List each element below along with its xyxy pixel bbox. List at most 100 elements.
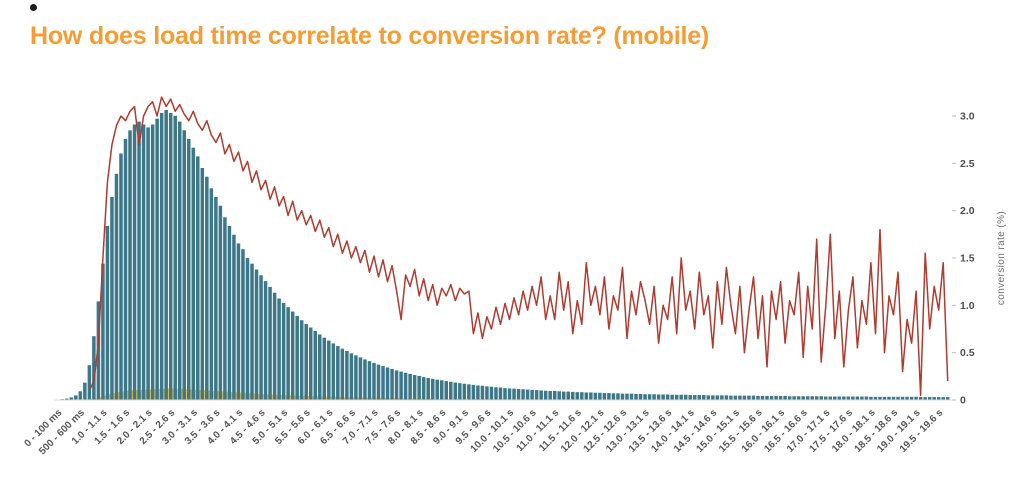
histogram-bar [327, 340, 331, 400]
y-tick-label: 2.5 [960, 158, 975, 170]
histogram-bar [521, 389, 525, 400]
histogram-bar [747, 395, 751, 400]
histogram-bar [119, 153, 123, 400]
page-title: How does load time correlate to conversi… [30, 22, 710, 50]
histogram-bar [814, 396, 819, 400]
histogram-bar [711, 395, 715, 400]
histogram-bar [354, 355, 358, 400]
histogram-bar [503, 388, 507, 400]
histogram-bar [150, 124, 155, 400]
histogram-bar [557, 391, 561, 400]
histogram-bar [729, 395, 733, 400]
histogram-bar [525, 389, 530, 400]
y-tick-label: 3.0 [960, 111, 975, 123]
histogram-bar [869, 396, 873, 400]
histogram-bar [394, 370, 399, 400]
histogram-bar [340, 348, 345, 400]
histogram-bar [571, 391, 575, 400]
histogram-bar [891, 396, 896, 400]
histogram-bar [489, 386, 494, 400]
histogram-bar [390, 368, 394, 400]
histogram-bar [909, 396, 914, 400]
histogram-bar [882, 396, 887, 400]
histogram-bar [805, 396, 810, 400]
histogram-bar [801, 396, 805, 400]
histogram-bar [796, 396, 801, 400]
histogram-bar [191, 147, 196, 400]
histogram-bar [471, 384, 476, 400]
histogram-bar [769, 395, 774, 400]
histogram-bar [733, 395, 738, 400]
histogram-bar [778, 395, 783, 400]
conversion-rate-path [88, 96, 949, 397]
histogram-bar [227, 226, 232, 400]
histogram-bar [765, 395, 769, 400]
histogram-bar [458, 383, 462, 400]
histogram-bar [842, 396, 846, 400]
histogram-bar [846, 396, 851, 400]
histogram-bar [250, 263, 254, 400]
histogram-bar [164, 110, 168, 400]
histogram-bar [643, 394, 647, 400]
histogram-bar [534, 390, 539, 400]
histogram-bar [367, 361, 372, 400]
histogram-bar [828, 396, 833, 400]
histogram-bar [173, 115, 177, 401]
histogram-bar [241, 249, 245, 400]
histogram-bar [661, 394, 665, 400]
histogram-bar [760, 395, 765, 400]
histogram-bar [295, 315, 299, 400]
histogram-bar [272, 292, 277, 400]
histogram-bar [905, 396, 909, 400]
histogram-bar [674, 394, 679, 400]
histogram-bar [259, 275, 263, 400]
histogram-bar [245, 257, 250, 400]
histogram-bar [128, 130, 132, 401]
histogram-bar [476, 385, 480, 400]
histogram-bar [449, 381, 453, 400]
histogram-bar [742, 395, 747, 400]
histogram-bar [860, 396, 864, 400]
histogram-bar [345, 350, 349, 400]
histogram-bar [923, 397, 927, 400]
histogram-bar [611, 393, 616, 400]
histogram-bar [485, 386, 489, 400]
histogram-bar [566, 391, 571, 400]
y-tick-label: 0 [960, 395, 966, 407]
histogram-bar [715, 395, 720, 400]
histogram-bar [927, 397, 932, 400]
histogram-bar [593, 392, 598, 400]
histogram-bar [376, 364, 381, 400]
histogram-bar [146, 127, 150, 401]
right-axis-title: conversion rate (%) [996, 211, 1007, 305]
histogram-bar [543, 390, 548, 400]
histogram-bar [399, 371, 403, 400]
histogram-bar [620, 393, 625, 400]
histogram-bar [756, 395, 760, 400]
histogram-bar [281, 302, 286, 400]
histogram-bar [232, 234, 236, 400]
histogram-bar [683, 394, 688, 400]
histogram-bar [851, 396, 855, 400]
histogram-bar [530, 389, 534, 400]
histogram-bar [105, 226, 110, 400]
histogram-bar [498, 387, 503, 400]
histogram-bar [177, 121, 182, 400]
histogram-bar [299, 320, 304, 400]
histogram-bar [336, 346, 340, 400]
histogram-bar [182, 130, 186, 401]
histogram-bar [616, 393, 620, 400]
histogram-bar [123, 139, 128, 400]
y-tick-label: 0.5 [960, 347, 975, 359]
histogram-bar [652, 394, 656, 400]
histogram-bar [304, 324, 308, 400]
histogram-bar [439, 380, 444, 400]
histogram-bar [945, 397, 950, 400]
histogram-bar [421, 377, 426, 400]
histogram-bar [155, 118, 159, 400]
histogram-bar [69, 397, 74, 400]
histogram-bar [408, 373, 412, 400]
histogram-bar [200, 168, 205, 400]
